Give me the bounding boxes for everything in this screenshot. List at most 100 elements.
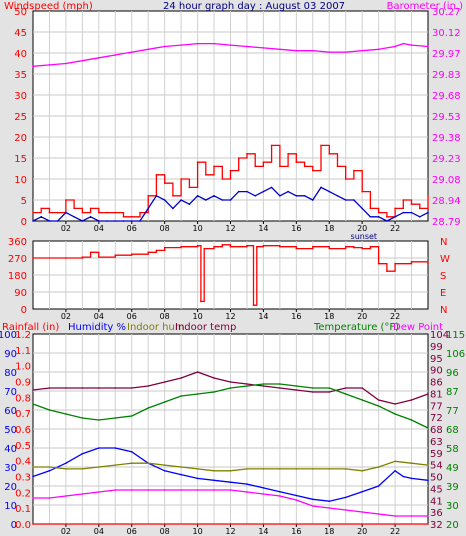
wind-gust-line-point (172, 195, 174, 197)
graph-title: 24 hour graph day : August 03 2007 (163, 1, 345, 12)
wind-average-line-point (262, 190, 265, 193)
temp-scale-tick-label: 77 (446, 406, 459, 417)
direction-x-label: 04 (94, 312, 104, 321)
temperature-line-point (130, 415, 133, 417)
direction-x-label: 06 (127, 312, 137, 321)
wind-average-line-point (106, 220, 108, 222)
wind-average-line-point (328, 190, 331, 193)
humidity-line-point (180, 473, 182, 476)
direction-degree-label: 90 (14, 288, 27, 299)
humidity-line-point (48, 470, 51, 472)
wind-gust-line-point (56, 211, 59, 214)
temp-f-tick-label: 50 (430, 473, 443, 484)
windspeed-tick-label: 25 (14, 112, 27, 123)
indoor-temp-line-point (81, 387, 84, 389)
wind-x-label: 08 (160, 224, 170, 233)
dew-point-line-point (311, 505, 314, 507)
wind-gust-line-point (410, 203, 413, 205)
wind-gust-line-point (48, 211, 51, 214)
indoor-temp-line-point (98, 387, 100, 389)
wind-direction-line-point (203, 247, 205, 250)
temperature-line-point (81, 417, 84, 419)
barometer-line-point (48, 64, 51, 66)
windspeed-tick-label: 0 (21, 217, 27, 228)
humidity-temp-x-label: 16 (291, 527, 301, 536)
wind-direction-line-point (386, 270, 388, 273)
wind-direction-line-point (328, 247, 331, 250)
indoor-humidity-line-point (427, 464, 429, 466)
wind-gust-line-point (98, 211, 100, 214)
direction-x-label: 14 (258, 312, 268, 321)
wind-gust-line-point (418, 207, 421, 210)
barometer-tick-label: 29.53 (432, 112, 461, 123)
windspeed-tick-label: 5 (21, 196, 27, 207)
barometer-line-point (377, 48, 380, 51)
direction-x-label: 18 (324, 312, 334, 321)
wind-average-line-point (98, 220, 100, 222)
humidity-line-point (344, 496, 347, 499)
wind-gust-line-point (221, 178, 224, 180)
wind-direction-line-point (369, 245, 372, 248)
wind-average-line-point (353, 199, 355, 201)
indoor-temp-line-point (229, 381, 232, 383)
wind-average-line-point (311, 199, 314, 201)
wind-average-line-point (287, 190, 289, 193)
indoor-humidity-line-point (81, 468, 84, 470)
wind-gust-line-point (246, 153, 248, 155)
wind-gust-line-point (311, 169, 314, 172)
wind-gust-line-point (139, 211, 141, 214)
direction-compass-label: N (440, 305, 447, 316)
wind-gust-line-point (369, 207, 372, 210)
wind-average-line-point (229, 199, 232, 201)
wind-average-line-point (89, 216, 92, 218)
humidity-line-point (98, 447, 100, 449)
humidity-line-point (262, 487, 265, 489)
wind-gust-line-point (180, 178, 182, 180)
humidity-line-point (163, 470, 166, 472)
wind-x-label: 06 (127, 224, 137, 233)
temp-scale-tick-label: 58 (446, 444, 459, 455)
barometer-line-point (344, 51, 347, 53)
wind-direction-line-point (361, 247, 363, 250)
direction-degree-label: 360 (8, 237, 27, 248)
barometer-line-point (114, 54, 117, 56)
rainfall-line-point (427, 523, 429, 525)
wind-x-label: 20 (357, 224, 367, 233)
barometer-line-point (279, 48, 281, 51)
indoor-temp-line-point (427, 393, 429, 395)
wind-gust-line-point (122, 216, 125, 218)
temp-f-tick-label: 77 (430, 401, 443, 412)
legend-entry: Rainfall (in) (2, 322, 59, 333)
wind-direction-line-point (155, 249, 158, 252)
humidity-temp-x-label: 08 (160, 527, 170, 536)
wind-average-line-point (344, 199, 347, 201)
direction-compass-label: S (440, 271, 446, 282)
wind-direction-line-point (311, 245, 314, 248)
barometer-line-point (295, 49, 298, 52)
temperature-line-point (377, 405, 380, 407)
wind-average-line-point (361, 207, 363, 210)
wind-average-line-point (237, 190, 240, 193)
humidity-line-point (295, 494, 298, 497)
temperature-line-point (410, 419, 413, 421)
humidity-line-point (361, 490, 363, 493)
humidity-temp-x-label: 22 (390, 527, 400, 536)
indoor-humidity-line-point (163, 464, 166, 466)
wind-average-line-point (155, 195, 158, 197)
wind-gust-line-point (262, 161, 265, 163)
temperature-line-point (262, 383, 265, 385)
dew-point-line-point (344, 509, 347, 511)
temp-f-tick-label: 72 (430, 413, 443, 424)
wind-gust-line-point (394, 207, 396, 210)
wind-gust-line-point (402, 199, 405, 201)
wind-average-line-point (377, 216, 380, 218)
humidity-line-point (130, 451, 133, 453)
wind-x-label: 12 (225, 224, 235, 233)
temp-f-tick-label: 99 (430, 342, 443, 353)
dew-point-line-point (147, 489, 150, 491)
temp-scale-tick-label: 68 (446, 425, 459, 436)
temperature-line-point (196, 393, 199, 395)
wind-average-line-point (427, 211, 429, 214)
rainfall-tick-label: 0.8 (15, 393, 31, 404)
